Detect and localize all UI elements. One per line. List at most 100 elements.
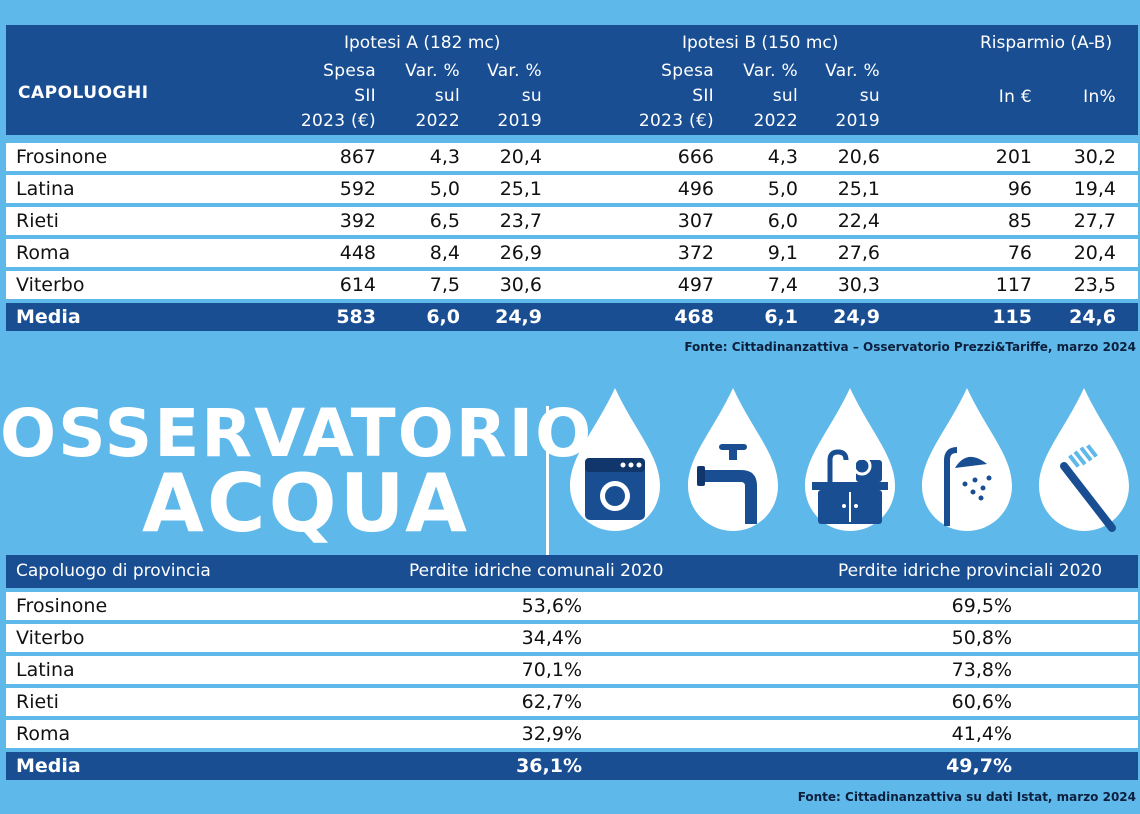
- comunali-header: Perdite idriche comunali 2020: [409, 561, 664, 581]
- table-row: Latina 70,1% 73,8%: [6, 656, 1138, 684]
- table-row: Roma 32,9% 41,4%: [6, 720, 1138, 748]
- cell-a-spesa: 614: [339, 274, 376, 296]
- cell-a-v19: 26,9: [499, 242, 542, 264]
- toothbrush-icon: [1039, 388, 1129, 532]
- cell-com: 62,7%: [521, 691, 582, 713]
- cell-name: Latina: [16, 659, 75, 681]
- in-eur-header: In €: [998, 87, 1032, 107]
- cell-r-eur: 96: [1007, 178, 1032, 200]
- cell-b-spesa: 372: [677, 242, 714, 264]
- cell-a-spesa: 583: [336, 306, 376, 328]
- cell-b-v22: 6,0: [767, 210, 798, 232]
- table-row: Frosinone 53,6% 69,5%: [6, 592, 1138, 620]
- cell-a-v19: 25,1: [499, 178, 542, 200]
- cell-r-pct: 19,4: [1073, 178, 1116, 200]
- cell-com: 36,1%: [516, 755, 582, 777]
- cell-a-v19: 20,4: [499, 146, 542, 168]
- cell-b-v22: 7,4: [767, 274, 798, 296]
- cell-a-spesa: 448: [339, 242, 376, 264]
- perdite-table-header: Capoluogo di provincia Perdite idriche c…: [6, 555, 1138, 588]
- table-row: Viterbo 614 7,5 30,6 497 7,4 30,3 117 23,5: [6, 271, 1138, 299]
- cell-prov: 69,5%: [951, 595, 1012, 617]
- cell-b-v19: 25,1: [837, 178, 880, 200]
- shower-icon: [922, 388, 1012, 531]
- cell-r-pct: 27,7: [1073, 210, 1116, 232]
- cell-a-v22: 4,3: [429, 146, 460, 168]
- cell-b-v19: 24,9: [833, 306, 880, 328]
- cell-name: Frosinone: [16, 595, 108, 617]
- row-name: Rieti: [16, 210, 59, 232]
- spesa-table: Ipotesi A (182 mc) Ipotesi B (150 mc) Ri…: [6, 25, 1138, 331]
- cell-com: 32,9%: [521, 723, 582, 745]
- a-spesa-header: Spesa SII 2023 (€): [300, 61, 376, 131]
- table-row: Rieti 62,7% 60,6%: [6, 688, 1138, 716]
- spesa-table-header: Ipotesi A (182 mc) Ipotesi B (150 mc) Ri…: [6, 25, 1138, 135]
- cell-b-spesa: 496: [677, 178, 714, 200]
- cell-a-spesa: 592: [339, 178, 376, 200]
- cell-r-pct: 30,2: [1073, 146, 1116, 168]
- group-a-header: Ipotesi A (182 mc): [344, 33, 501, 53]
- cell-a-v19: 24,9: [495, 306, 542, 328]
- cell-r-pct: 24,6: [1069, 306, 1116, 328]
- cell-r-pct: 23,5: [1073, 274, 1116, 296]
- cell-b-spesa: 666: [677, 146, 714, 168]
- row-name: Media: [16, 306, 81, 328]
- cell-r-eur: 76: [1007, 242, 1032, 264]
- in-pct-header: In%: [1083, 87, 1116, 107]
- cell-name: Roma: [16, 723, 71, 745]
- row-name: Viterbo: [16, 274, 85, 296]
- cell-com: 70,1%: [521, 659, 582, 681]
- group-b-header: Ipotesi B (150 mc): [682, 33, 839, 53]
- cell-b-spesa: 307: [677, 210, 714, 232]
- capoluoghi-header: CAPOLUOGHI: [18, 83, 149, 103]
- cell-com: 53,6%: [521, 595, 582, 617]
- table-row: Rieti 392 6,5 23,7 307 6,0 22,4 85 27,7: [6, 207, 1138, 235]
- cell-b-v22: 4,3: [767, 146, 798, 168]
- cell-r-eur: 115: [992, 306, 1032, 328]
- cell-a-spesa: 867: [339, 146, 376, 168]
- row-name: Roma: [16, 242, 71, 264]
- washing-machine-icon: [570, 388, 660, 531]
- cell-b-spesa: 468: [674, 306, 714, 328]
- group-c-header: Risparmio (A-B): [980, 33, 1113, 53]
- cell-a-v22: 6,5: [429, 210, 460, 232]
- cell-r-eur: 117: [995, 274, 1032, 296]
- cell-b-v19: 27,6: [837, 242, 880, 264]
- table-row: Roma 448 8,4 26,9 372 9,1 27,6 76 20,4: [6, 239, 1138, 267]
- fonte-table2: Fonte: Cittadinanzattiva su dati Istat, …: [797, 790, 1136, 804]
- cell-prov: 50,8%: [951, 627, 1012, 649]
- cell-b-v19: 30,3: [837, 274, 880, 296]
- b-var19-header: Var. % su 2019: [825, 61, 880, 131]
- cell-b-v19: 20,6: [837, 146, 880, 168]
- cell-b-v19: 22,4: [837, 210, 880, 232]
- cell-a-v22: 8,4: [429, 242, 460, 264]
- row-name: Frosinone: [16, 146, 108, 168]
- cell-a-v22: 6,0: [426, 306, 460, 328]
- table-row: Frosinone 867 4,3 20,4 666 4,3 20,6 201 30,2: [6, 143, 1138, 171]
- table-row-media: Media 583 6,0 24,9 468 6,1 24,9 115 24,6: [6, 303, 1138, 331]
- cell-b-spesa: 497: [677, 274, 714, 296]
- table-row: Viterbo 34,4% 50,8%: [6, 624, 1138, 652]
- cell-prov: 41,4%: [951, 723, 1012, 745]
- b-var22-header: Var. % sul 2022: [743, 61, 798, 131]
- title-divider: [546, 406, 549, 556]
- cell-b-v22: 6,1: [764, 306, 798, 328]
- table-row-media: Media 36,1% 49,7%: [6, 752, 1138, 780]
- b-spesa-header: Spesa SII 2023 (€): [638, 61, 714, 131]
- a-var22-header: Var. % sul 2022: [405, 61, 460, 131]
- cell-r-eur: 201: [995, 146, 1032, 168]
- cell-b-v22: 9,1: [767, 242, 798, 264]
- fonte-table1: Fonte: Cittadinanzattiva – Osservatorio …: [684, 340, 1136, 354]
- row-name: Latina: [16, 178, 75, 200]
- cell-r-pct: 20,4: [1073, 242, 1116, 264]
- a-var19-header: Var. % su 2019: [487, 61, 542, 131]
- table-row: Latina 592 5,0 25,1 496 5,0 25,1 96 19,4: [6, 175, 1138, 203]
- cell-r-eur: 85: [1007, 210, 1032, 232]
- cell-prov: 73,8%: [951, 659, 1012, 681]
- cell-name: Viterbo: [16, 627, 85, 649]
- cell-name: Rieti: [16, 691, 59, 713]
- provinciali-header: Perdite idriche provinciali 2020: [838, 561, 1103, 581]
- perdite-table: Capoluogo di provincia Perdite idriche c…: [6, 555, 1138, 780]
- cell-a-v22: 7,5: [429, 274, 460, 296]
- cell-a-spesa: 392: [339, 210, 376, 232]
